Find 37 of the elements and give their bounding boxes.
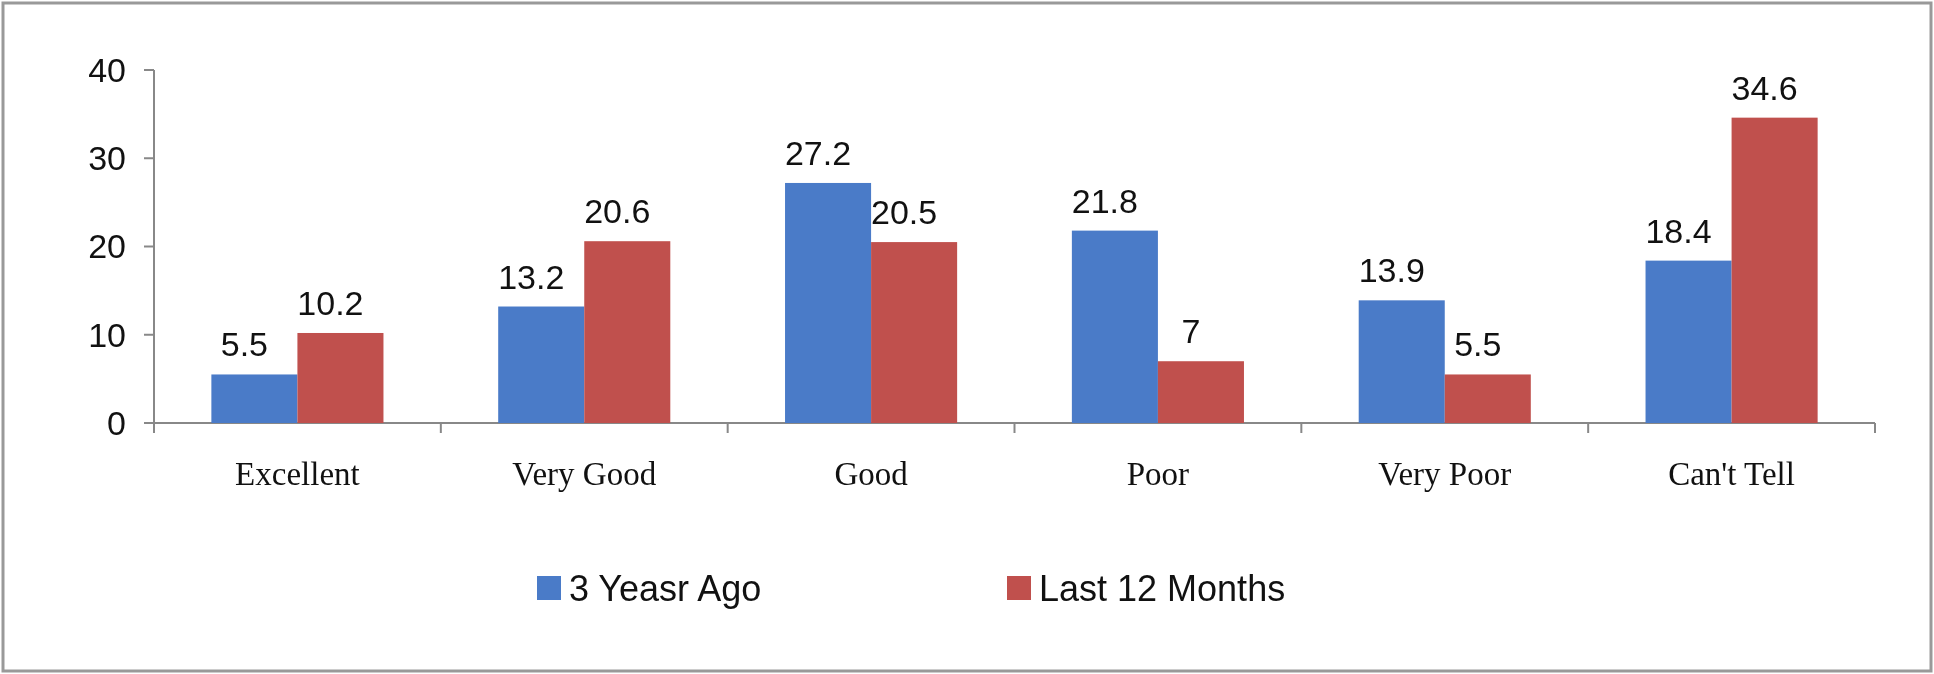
data-label: 20.6 bbox=[584, 192, 651, 231]
x-tick-label: Can't Tell bbox=[1668, 456, 1795, 492]
legend-label: Last 12 Months bbox=[1039, 567, 1286, 609]
bar bbox=[584, 241, 671, 423]
bar bbox=[211, 374, 298, 423]
y-tick-label: 20 bbox=[88, 227, 126, 266]
y-tick-label: 30 bbox=[88, 139, 126, 178]
bar bbox=[1358, 300, 1445, 423]
data-label: 13.9 bbox=[1358, 251, 1425, 290]
x-tick-label: Very Good bbox=[512, 456, 657, 492]
data-label: 7 bbox=[1181, 312, 1201, 351]
data-label: 27.2 bbox=[784, 133, 852, 172]
data-label: 5.5 bbox=[1454, 325, 1502, 364]
bar bbox=[1157, 361, 1244, 423]
bar bbox=[1731, 117, 1818, 423]
y-tick-label: 40 bbox=[88, 50, 126, 89]
data-label: 18.4 bbox=[1645, 211, 1712, 250]
data-label: 34.6 bbox=[1731, 68, 1798, 107]
x-tick-label: Very Poor bbox=[1378, 456, 1512, 492]
data-label: 13.2 bbox=[498, 257, 565, 296]
data-label: 5.5 bbox=[220, 325, 269, 364]
bar bbox=[297, 332, 384, 423]
data-label: 10.2 bbox=[297, 283, 364, 322]
bar bbox=[1071, 230, 1158, 423]
data-label: 21.8 bbox=[1071, 181, 1138, 220]
y-tick-label: 10 bbox=[88, 315, 126, 354]
bar bbox=[498, 306, 585, 423]
bar bbox=[1645, 260, 1732, 423]
bar bbox=[1444, 374, 1531, 423]
bar bbox=[785, 182, 872, 423]
y-tick-label: 0 bbox=[107, 403, 126, 442]
x-tick-label: Good bbox=[834, 456, 909, 492]
x-tick-label: Excellent bbox=[235, 456, 360, 492]
data-label: 20.5 bbox=[871, 193, 938, 232]
x-tick-label: Poor bbox=[1126, 456, 1190, 492]
legend-label: 3 Yeasr Ago bbox=[569, 567, 762, 609]
bar bbox=[871, 242, 958, 423]
